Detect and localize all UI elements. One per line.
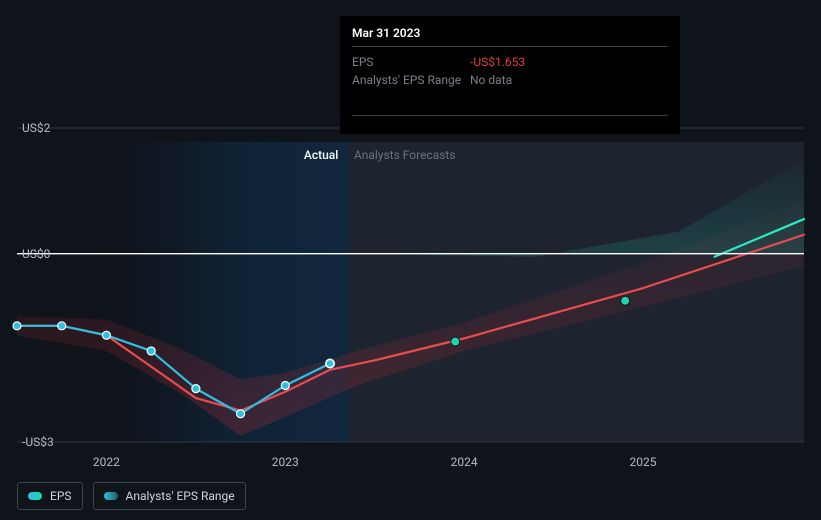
eps-forecast-chart: { "container": { "width": 821, "height":… xyxy=(0,0,821,520)
tooltip-row-range: Analysts' EPS Range No data xyxy=(352,71,668,89)
tooltip-eps-value: -US$1.653 xyxy=(470,53,668,71)
actual-label: Actual xyxy=(304,148,338,162)
tooltip-eps-label: EPS xyxy=(352,53,470,71)
chart-legend: EPS Analysts' EPS Range xyxy=(17,482,246,510)
chart-tooltip: Mar 31 2023 EPS -US$1.653 Analysts' EPS … xyxy=(340,16,680,134)
legend-item-eps[interactable]: EPS xyxy=(17,482,83,510)
tooltip-range-value: No data xyxy=(470,71,668,89)
x-label-0: 2022 xyxy=(93,455,120,469)
legend-label-range: Analysts' EPS Range xyxy=(126,489,235,503)
legend-label-eps: EPS xyxy=(50,489,72,503)
forecast-label: Analysts Forecasts xyxy=(354,148,456,162)
y-label-0: US$2 xyxy=(22,121,50,135)
tooltip-row-eps: EPS -US$1.653 xyxy=(352,53,668,71)
tooltip-title: Mar 31 2023 xyxy=(352,26,668,40)
tooltip-sep xyxy=(352,46,668,47)
legend-item-range[interactable]: Analysts' EPS Range xyxy=(93,482,246,510)
y-label-1: US$0 xyxy=(22,247,50,261)
x-label-3: 2025 xyxy=(630,455,657,469)
tooltip-range-label: Analysts' EPS Range xyxy=(352,71,470,89)
legend-swatch-eps xyxy=(28,492,42,500)
tooltip-bottom-sep xyxy=(352,115,668,116)
legend-swatch-range xyxy=(104,492,118,500)
x-label-1: 2023 xyxy=(272,455,299,469)
y-label-2: -US$3 xyxy=(22,435,54,449)
x-label-2: 2024 xyxy=(451,455,478,469)
